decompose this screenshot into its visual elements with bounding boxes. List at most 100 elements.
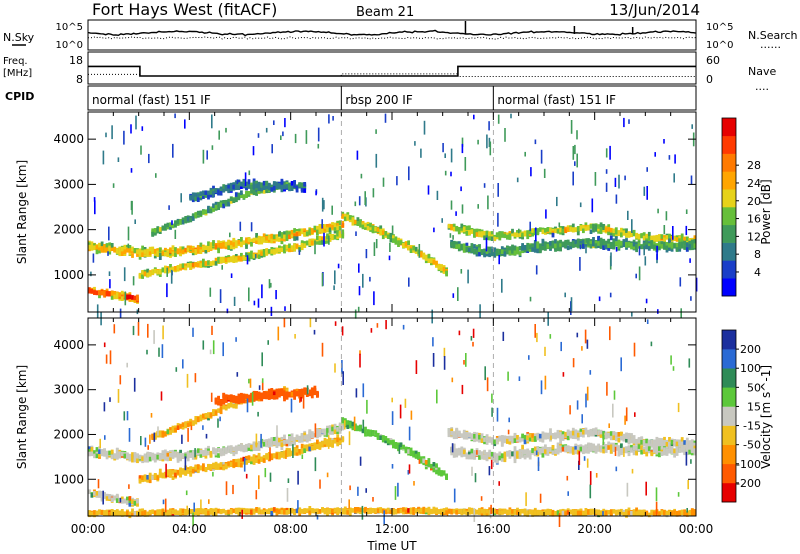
range-gate-cell	[118, 251, 122, 257]
range-gate-cell	[191, 195, 195, 200]
range-gate-cell	[250, 242, 253, 247]
range-gate-cell	[219, 399, 223, 404]
range-gate-cell	[310, 228, 314, 233]
range-gate-cell	[460, 223, 464, 229]
range-gate-cell	[90, 493, 94, 498]
y-tick-label: 1000	[53, 268, 84, 282]
range-gate-cell	[483, 449, 486, 455]
range-gate-cell	[381, 234, 385, 240]
range-gate-cell	[298, 250, 301, 255]
range-gate-cell	[136, 249, 139, 254]
range-gate-cell	[551, 450, 555, 455]
range-gate-cell	[250, 250, 253, 256]
range-gate-cell	[462, 431, 466, 437]
range-gate-cell	[414, 246, 418, 252]
range-gate-cell	[607, 246, 611, 251]
range-gate-cell	[461, 137, 464, 147]
range-gate-cell	[242, 194, 246, 199]
range-gate-cell	[528, 450, 532, 455]
range-gate-cell	[460, 245, 464, 251]
range-gate-cell	[280, 442, 284, 447]
range-gate-cell	[364, 191, 366, 205]
range-gate-cell	[655, 441, 659, 447]
range-gate-cell	[546, 449, 550, 454]
range-gate-cell	[169, 470, 172, 475]
range-gate-cell	[313, 225, 317, 231]
range-gate-cell	[214, 261, 218, 266]
range-gate-cell	[120, 451, 124, 457]
range-gate-cell	[680, 437, 684, 442]
range-gate-cell	[541, 238, 545, 244]
range-gate-cell	[290, 233, 294, 238]
range-gate-cell	[100, 241, 104, 247]
range-gate-cell	[598, 296, 601, 302]
range-gate-cell	[240, 394, 243, 400]
range-gate-cell	[592, 224, 595, 229]
range-gate-cell	[658, 446, 661, 451]
range-gate-cell	[462, 452, 466, 457]
range-gate-cell	[333, 225, 337, 231]
range-gate-cell	[164, 268, 167, 274]
range-gate-cell	[95, 491, 99, 496]
range-gate-cell	[227, 201, 231, 207]
range-gate-cell	[148, 475, 152, 480]
range-gate-cell	[166, 469, 170, 474]
range-gate-cell	[333, 423, 337, 429]
range-gate-cell	[161, 430, 165, 436]
range-gate-cell	[164, 449, 167, 455]
range-gate-cell	[229, 244, 233, 250]
range-gate-cell	[100, 451, 104, 457]
range-gate-cell	[308, 238, 312, 244]
range-gate-cell	[151, 231, 155, 237]
range-gate-cell	[120, 246, 124, 252]
range-gate-cell	[105, 291, 109, 297]
range-gate-cell	[341, 425, 345, 430]
range-gate-cell	[135, 115, 137, 130]
range-gate-cell	[582, 446, 585, 451]
range-gate-cell	[554, 243, 557, 249]
range-gate-cell	[587, 442, 590, 448]
range-gate-cell	[523, 439, 527, 445]
range-gate-cell	[447, 428, 451, 434]
range-gate-cell	[566, 447, 570, 453]
range-gate-cell	[217, 189, 220, 195]
range-gate-cell	[558, 222, 561, 228]
range-gate-cell	[638, 266, 641, 281]
range-gate-cell	[615, 194, 618, 204]
range-gate-cell	[293, 391, 296, 396]
range-gate-cell	[672, 226, 674, 240]
range-gate-cell	[161, 225, 165, 231]
range-gate-cell	[358, 286, 361, 296]
range-gate-cell	[493, 457, 497, 463]
range-gate-cell	[138, 272, 142, 278]
range-gate-cell	[308, 443, 312, 449]
range-gate-cell	[599, 432, 603, 437]
range-gate-cell	[240, 181, 243, 187]
range-gate-cell	[252, 178, 256, 184]
range-gate-cell	[146, 478, 150, 483]
range-gate-cell	[156, 269, 160, 275]
range-gate-cell	[632, 435, 636, 440]
range-gate-cell	[143, 474, 147, 479]
range-gate-cell	[445, 474, 448, 480]
range-gate-cell	[191, 192, 195, 197]
range-gate-cell	[506, 435, 509, 441]
range-gate-cell	[308, 230, 312, 235]
range-gate-cell	[261, 284, 263, 299]
range-gate-cell	[418, 244, 421, 258]
range-gate-cell	[508, 450, 512, 455]
range-gate-cell	[141, 252, 144, 257]
range-gate-cell	[538, 450, 542, 455]
range-gate-cell	[546, 434, 550, 440]
range-gate-cell	[693, 450, 697, 456]
range-gate-cell	[164, 223, 167, 229]
range-gate-cell	[288, 182, 291, 188]
range-gate-cell	[461, 204, 464, 214]
range-gate-cell	[680, 233, 684, 239]
range-gate-cell	[146, 475, 150, 480]
velocity-data	[88, 318, 697, 527]
range-gate-cell	[103, 451, 106, 457]
range-gate-cell	[336, 225, 340, 231]
range-gate-cell	[570, 120, 573, 134]
